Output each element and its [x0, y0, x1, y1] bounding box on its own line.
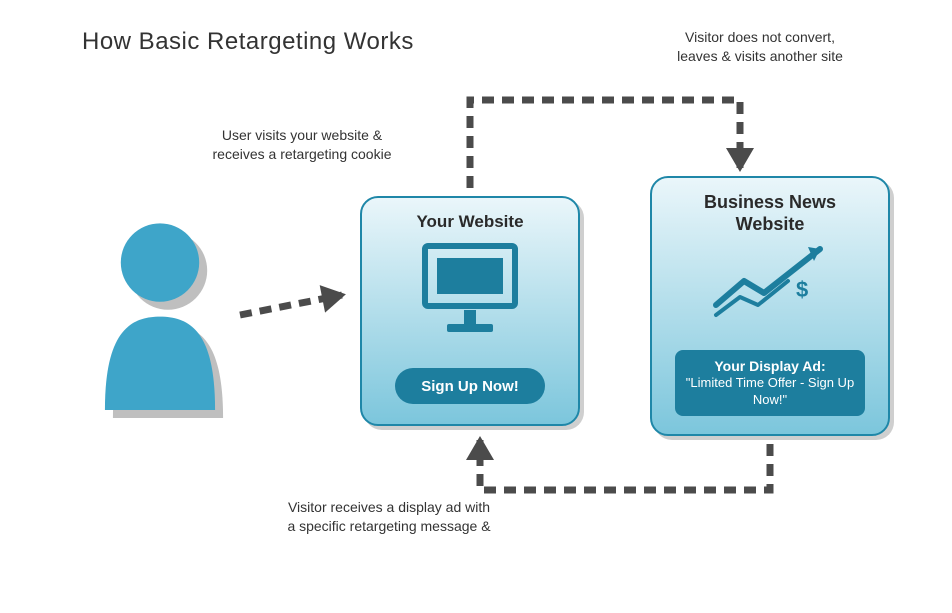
display-ad-title: Your Display Ad:	[714, 357, 825, 375]
caption-step2-line2: leaves & visits another site	[640, 47, 880, 66]
display-ad-box: Your Display Ad: "Limited Time Offer - S…	[675, 350, 865, 416]
card-news-title-line2: Website	[652, 214, 888, 236]
user-icon	[96, 218, 236, 418]
caption-step3-line1: Visitor receives a display ad with	[254, 498, 524, 517]
signup-button: Sign Up Now!	[395, 368, 545, 404]
card-news-title-line1: Business News	[652, 192, 888, 214]
caption-step1-line1: User visits your website &	[192, 126, 412, 145]
caption-step2: Visitor does not convert, leaves & visit…	[640, 28, 880, 66]
caption-step1-line2: receives a retargeting cookie	[192, 145, 412, 164]
display-ad-copy: "Limited Time Offer - Sign Up Now!"	[675, 375, 865, 409]
user-body	[90, 212, 230, 412]
svg-text:$: $	[796, 277, 808, 302]
caption-step1: User visits your website & receives a re…	[192, 126, 412, 164]
card-business-news: Business News Website $ Your Display Ad:…	[650, 176, 890, 436]
caption-step3: Visitor receives a display ad with a spe…	[254, 498, 524, 536]
growth-chart-icon: $	[710, 241, 830, 321]
page-title: How Basic Retargeting Works	[82, 28, 414, 56]
caption-step2-line1: Visitor does not convert,	[640, 28, 880, 47]
card-your-website: Your Website Sign Up Now!	[360, 196, 580, 426]
monitor-icon	[415, 240, 525, 340]
card-news-title: Business News Website	[652, 178, 888, 235]
signup-button-label: Sign Up Now!	[421, 378, 519, 395]
caption-step3-line2: a specific retargeting message &	[254, 517, 524, 536]
card-your-website-title: Your Website	[362, 198, 578, 232]
